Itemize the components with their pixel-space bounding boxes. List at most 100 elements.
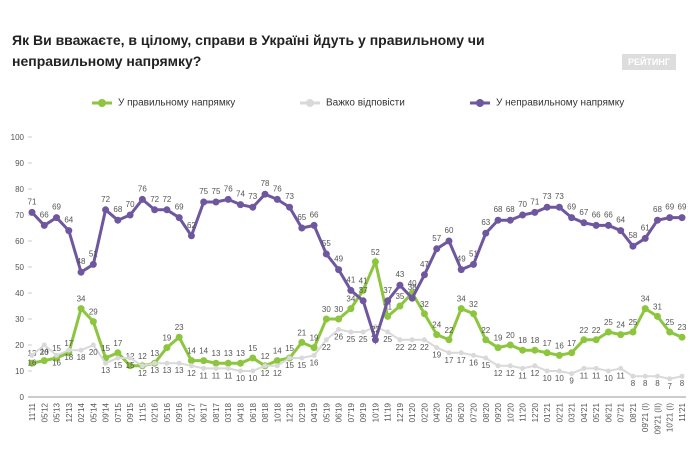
point	[678, 333, 686, 341]
data-label: 25	[359, 335, 368, 344]
point	[372, 324, 378, 330]
point	[384, 297, 392, 305]
point	[555, 203, 563, 211]
point	[28, 359, 36, 367]
point	[532, 363, 538, 369]
point	[41, 342, 47, 348]
data-label: 12	[261, 352, 270, 361]
data-label: 37	[383, 286, 392, 295]
point	[163, 344, 171, 352]
y-tick-label: 30	[15, 315, 24, 324]
data-label: 8	[680, 379, 685, 388]
point	[262, 363, 268, 369]
data-label: 16	[52, 358, 61, 367]
data-label: 22	[408, 343, 417, 352]
data-label: 9	[569, 377, 574, 386]
data-label: 19	[310, 334, 319, 343]
point	[250, 368, 256, 374]
data-label: 21	[297, 328, 306, 337]
x-tick-label: 11'19	[384, 402, 393, 421]
data-label: 22	[579, 326, 588, 335]
data-label: 41	[346, 275, 355, 284]
point	[163, 206, 171, 214]
data-label: 12	[261, 369, 270, 378]
point	[458, 350, 464, 356]
data-label: 19	[432, 351, 441, 360]
data-label: 11	[592, 371, 601, 380]
data-label: 19	[494, 334, 503, 343]
point	[77, 268, 85, 276]
data-label: 30	[322, 305, 331, 314]
point	[506, 341, 514, 349]
data-label: 47	[420, 260, 429, 269]
x-tick-label: 07'20	[470, 402, 479, 422]
x-tick-label: 06'18	[249, 402, 258, 422]
point	[188, 363, 194, 369]
point	[569, 371, 575, 377]
point	[102, 206, 110, 214]
point	[115, 355, 121, 361]
point	[520, 365, 526, 371]
data-label: 49	[334, 255, 343, 264]
y-tick-label: 20	[15, 341, 24, 350]
point	[519, 346, 527, 354]
x-tick-label: 02'21	[555, 402, 564, 422]
x-tick-label: 10'18	[273, 402, 282, 422]
x-tick-label: 10'19	[371, 402, 380, 422]
data-label: 72	[150, 195, 159, 204]
data-label: 31	[383, 302, 392, 311]
point	[40, 357, 48, 365]
data-label: 25	[383, 335, 392, 344]
data-label: 10	[236, 374, 245, 383]
point	[581, 365, 587, 371]
point	[335, 315, 343, 323]
point	[371, 258, 379, 266]
x-tick-label: 11'11	[28, 402, 37, 421]
point	[617, 227, 625, 235]
x-tick-label: 07'15	[114, 402, 123, 422]
point	[335, 266, 343, 274]
data-label: 14	[187, 347, 196, 356]
data-label: 40	[408, 279, 417, 288]
point	[347, 305, 355, 313]
point	[471, 352, 477, 358]
data-label: 11	[617, 371, 626, 380]
x-tick-label: 11'15	[138, 402, 147, 421]
point	[237, 368, 243, 374]
data-label: 24	[616, 321, 625, 330]
data-label: 26	[334, 332, 343, 341]
data-label: 66	[592, 210, 601, 219]
point	[618, 365, 624, 371]
x-tick-label: 12'13	[65, 402, 74, 422]
data-label: 14	[40, 347, 49, 356]
y-tick-label: 40	[15, 289, 24, 298]
point	[420, 271, 428, 279]
data-label: 18	[518, 336, 527, 345]
x-tick-label: 02'19	[298, 402, 307, 422]
point	[506, 216, 514, 224]
point	[507, 363, 513, 369]
data-label: 8	[631, 379, 636, 388]
x-tick-label: 09'19	[359, 402, 368, 422]
x-tick-label: 05'19	[322, 402, 331, 422]
point	[446, 350, 452, 356]
point	[273, 195, 281, 203]
data-label: 76	[273, 184, 282, 193]
point	[445, 336, 453, 344]
data-label: 22	[481, 326, 490, 335]
point	[360, 329, 366, 335]
point	[187, 232, 195, 240]
data-label: 13	[162, 366, 171, 375]
point	[371, 336, 379, 344]
y-tick-label: 10	[15, 367, 24, 376]
point	[385, 329, 391, 335]
x-tick-label: 05'12	[40, 402, 49, 422]
data-label: 17	[567, 339, 576, 348]
x-tick-label: 09'21 (II)	[653, 403, 662, 435]
point	[114, 216, 122, 224]
data-label: 48	[77, 257, 86, 266]
x-tick-label: 08'18	[261, 402, 270, 422]
data-label: 69	[678, 203, 687, 212]
data-label: 52	[371, 248, 380, 257]
point	[617, 331, 625, 339]
